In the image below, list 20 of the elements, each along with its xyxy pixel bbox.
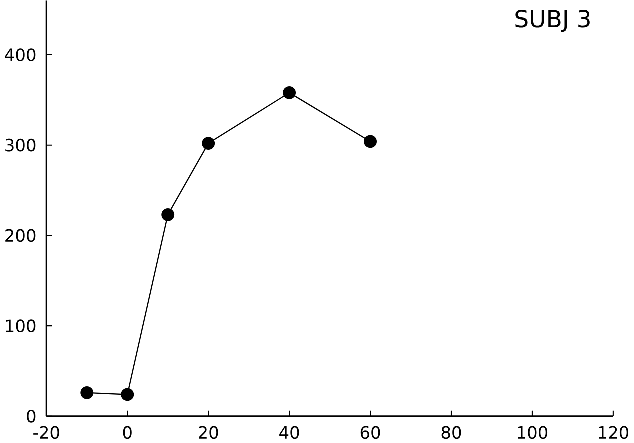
point (364, 135, 377, 148)
y-tick-label: 0 (27, 410, 36, 423)
x-tick-label: 0 (123, 426, 132, 439)
x-tick-label: 80 (442, 426, 462, 439)
chart-title: SUBJ 3 (516, 10, 590, 32)
point (80, 386, 94, 400)
x-tick-label: 60 (360, 426, 380, 439)
y-tick-label: 200 (6, 229, 36, 242)
x-tick-label: 120 (599, 426, 629, 439)
point (162, 208, 175, 222)
x-tick-label: -20 (34, 426, 60, 439)
point (283, 86, 296, 100)
point (202, 136, 216, 150)
x-tick-label: 20 (199, 426, 218, 439)
x-tick-label: 40 (280, 426, 300, 439)
point (121, 388, 134, 401)
y-tick-label: 100 (6, 319, 36, 332)
x-tick-label: 100 (518, 426, 548, 439)
y-tick-label: 400 (5, 48, 36, 62)
y-tick-label: 300 (6, 138, 36, 152)
